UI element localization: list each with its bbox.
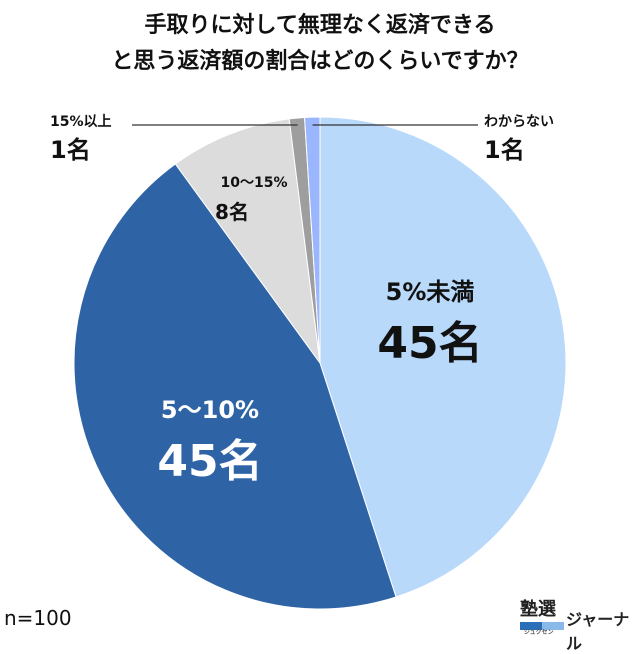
slice-value-label-1: 45名 — [157, 436, 262, 487]
slice-value-label-4: 1名 — [484, 136, 525, 164]
chart-title: 手取りに対して無理なく返済できる と思う返済額の割合はどのくらいですか？ — [0, 8, 640, 80]
slice-label-0: 5%未満 — [386, 278, 475, 306]
slice-label-3: 15%以上 — [50, 114, 112, 130]
slice-label-2: 10〜15% — [221, 175, 288, 191]
sample-size-label: n=100 — [4, 606, 72, 630]
brand-text: ジャーナル — [566, 610, 630, 653]
pie-slice-1 — [73, 163, 397, 610]
pie-chart: 5%未満 45名 5〜10% 45名 10〜15% 8名 15%以上 1名 わからない 1名 — [50, 114, 567, 610]
brand-mark-sub: ジュクセン — [524, 629, 554, 636]
slice-value-label-3: 1名 — [50, 136, 91, 164]
slice-value-label-0: 45名 — [377, 318, 482, 369]
slice-value-label-2: 8名 — [215, 200, 249, 224]
chart-title-line-2: と思う返済額の割合はどのくらいですか？ — [111, 49, 529, 74]
pie-slice-4 — [304, 116, 321, 364]
chart-title-line-1: 手取りに対して無理なく返済できる — [144, 13, 496, 38]
slice-label-1: 5〜10% — [161, 396, 259, 424]
brand-logo: 塾選 ジュクセン ジャーナル — [520, 598, 636, 653]
brand-underline — [520, 622, 564, 630]
pie-slice-0 — [319, 116, 567, 598]
pie-slice-2 — [174, 118, 321, 364]
slice-label-4: わからない — [484, 114, 554, 130]
brand-mark-text: 塾選 — [520, 599, 556, 620]
brand-mark: 塾選 ジュクセン — [520, 598, 564, 636]
